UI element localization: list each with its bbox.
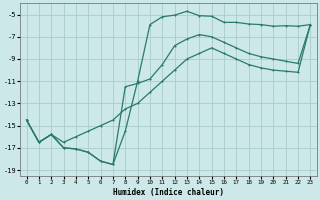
X-axis label: Humidex (Indice chaleur): Humidex (Indice chaleur) bbox=[113, 188, 224, 197]
